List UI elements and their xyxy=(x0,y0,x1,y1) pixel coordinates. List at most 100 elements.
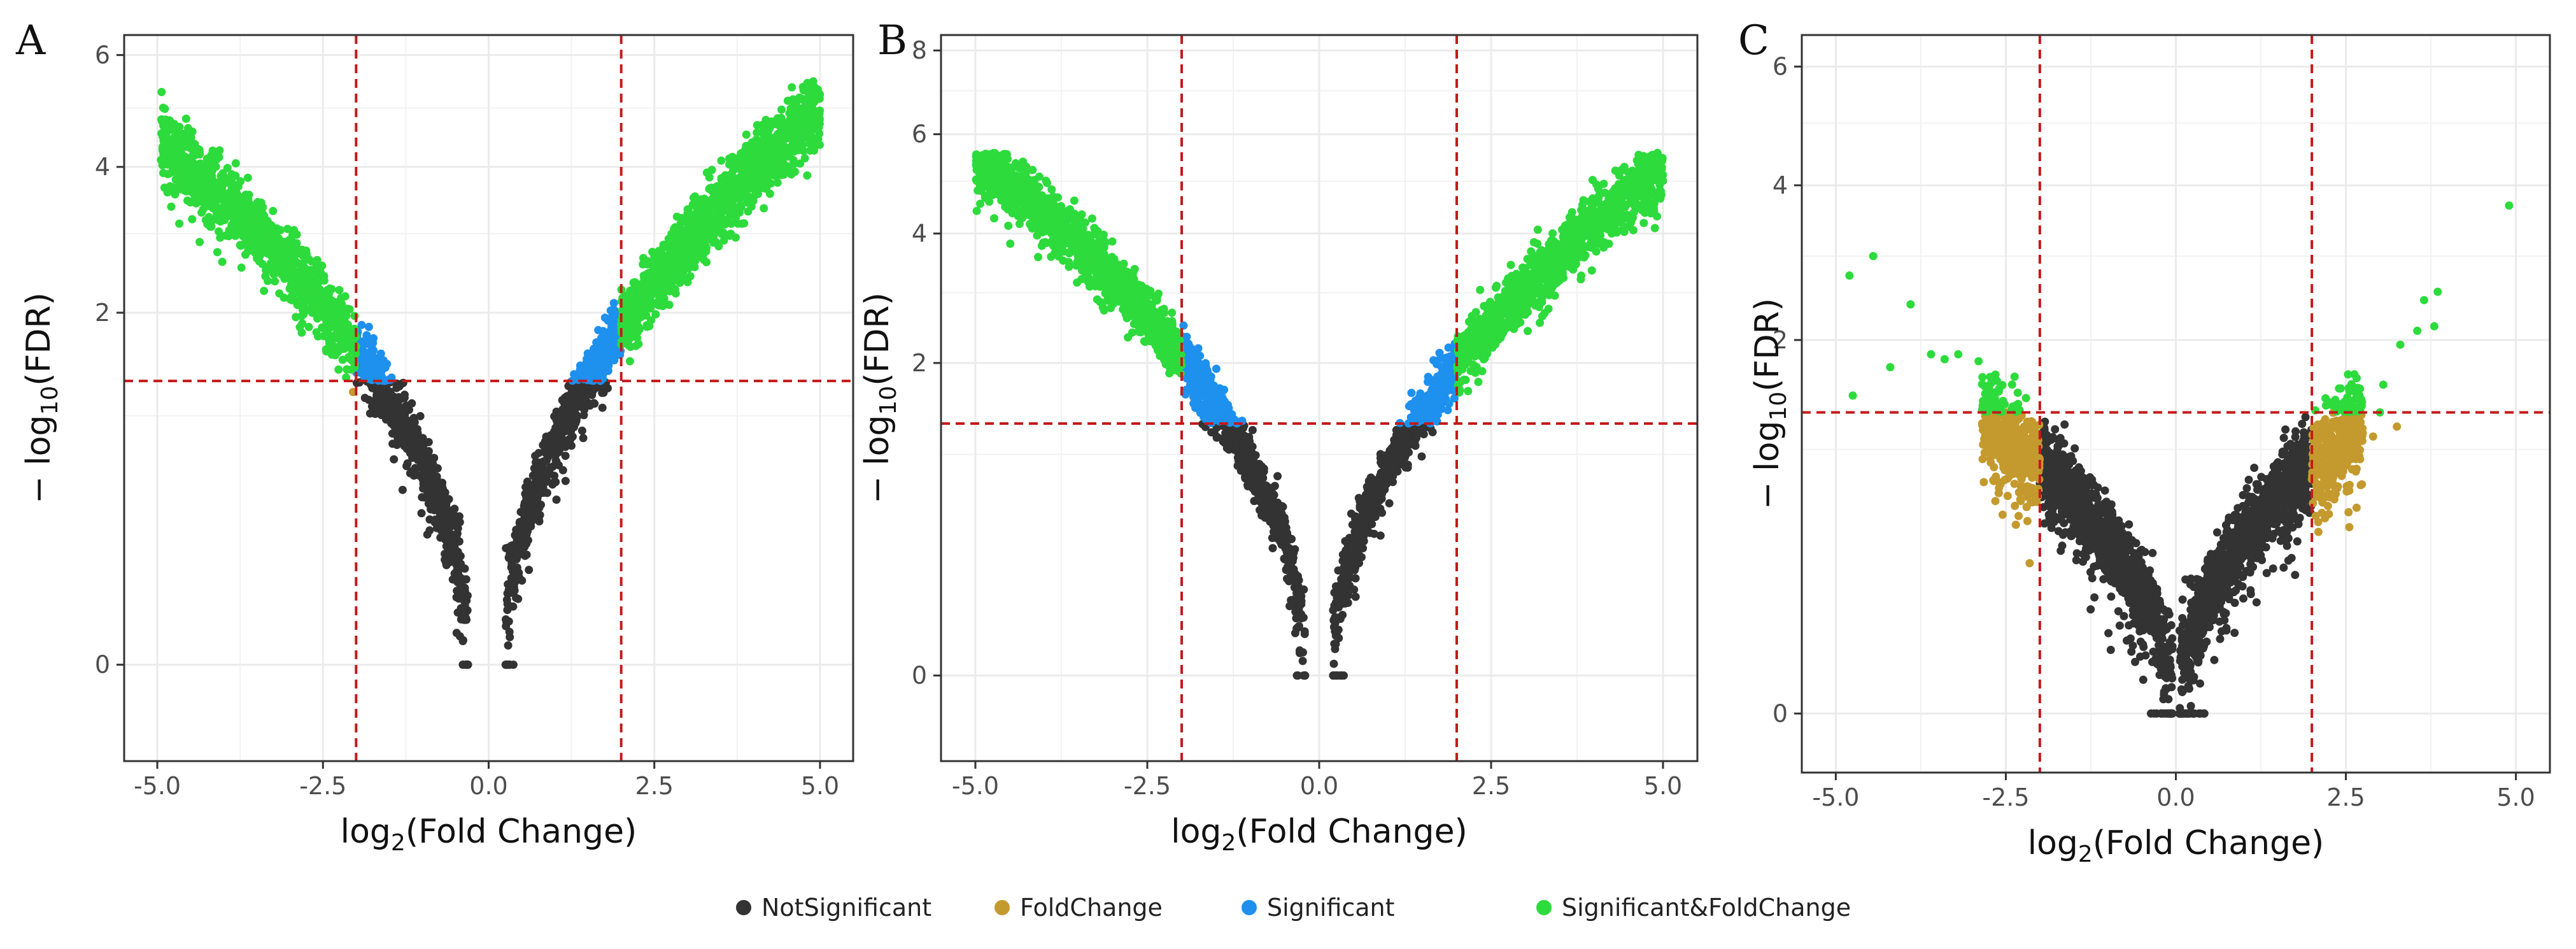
data-point xyxy=(211,184,220,192)
data-point xyxy=(1287,596,1295,604)
data-point xyxy=(334,366,343,374)
data-point xyxy=(1385,499,1394,508)
x-axis-label: log2(Fold Change) xyxy=(341,813,637,856)
data-point xyxy=(1294,605,1303,613)
data-point xyxy=(1245,446,1254,455)
data-point xyxy=(461,564,469,573)
data-point xyxy=(626,318,634,327)
data-point xyxy=(1358,502,1366,510)
data-point xyxy=(599,327,607,335)
data-point xyxy=(812,94,820,103)
data-point xyxy=(255,257,264,266)
data-point xyxy=(283,225,292,233)
data-point xyxy=(158,117,166,125)
data-point xyxy=(1352,593,1360,601)
data-point xyxy=(311,298,320,306)
data-point xyxy=(666,244,674,252)
data-point xyxy=(1348,548,1357,556)
data-point xyxy=(562,477,570,485)
data-point xyxy=(291,268,299,276)
data-point xyxy=(1370,530,1378,538)
data-point xyxy=(343,304,351,313)
data-point xyxy=(400,436,408,445)
data-point xyxy=(232,159,240,168)
data-point xyxy=(322,304,330,312)
data-point xyxy=(313,328,321,336)
data-point xyxy=(215,146,223,155)
data-point xyxy=(507,541,516,550)
data-point xyxy=(257,199,265,207)
data-point xyxy=(742,131,751,139)
data-point xyxy=(185,161,193,169)
data-point xyxy=(803,171,811,180)
data-point xyxy=(643,323,651,331)
data-point xyxy=(626,357,634,366)
data-point xyxy=(438,483,446,492)
data-point xyxy=(1200,385,1208,393)
data-point xyxy=(206,175,214,183)
data-point xyxy=(559,466,567,474)
data-point xyxy=(453,529,462,538)
data-point xyxy=(1236,434,1245,442)
data-point xyxy=(520,515,528,524)
data-point xyxy=(816,141,824,149)
data-point xyxy=(1191,373,1199,382)
data-point xyxy=(1279,520,1287,529)
data-point xyxy=(551,431,559,439)
data-point xyxy=(749,185,758,193)
data-point xyxy=(690,252,698,260)
data-point xyxy=(539,465,548,473)
data-point xyxy=(283,273,292,282)
data-point xyxy=(272,224,281,232)
data-point xyxy=(1287,535,1296,543)
x-tick-label: 0.0 xyxy=(469,772,507,800)
data-point xyxy=(271,277,279,285)
data-point xyxy=(289,251,297,259)
data-point xyxy=(173,149,181,157)
data-point xyxy=(300,266,308,274)
data-point xyxy=(739,162,747,170)
data-point xyxy=(502,622,510,631)
data-point xyxy=(684,205,693,213)
data-point xyxy=(597,366,605,374)
data-point xyxy=(365,370,374,378)
data-point xyxy=(1220,386,1228,394)
x-tick-label: 5.0 xyxy=(801,772,839,800)
y-tick-label: 4 xyxy=(95,153,110,181)
data-point xyxy=(520,543,528,551)
data-point xyxy=(675,229,683,238)
data-point xyxy=(298,246,306,254)
data-point xyxy=(704,203,712,211)
data-point xyxy=(300,299,308,307)
data-point xyxy=(510,578,518,586)
data-point xyxy=(504,641,513,650)
data-point xyxy=(188,215,196,224)
data-point xyxy=(507,586,516,594)
data-point xyxy=(457,615,465,624)
data-point xyxy=(575,392,583,400)
data-point xyxy=(455,512,464,520)
data-point xyxy=(1378,495,1386,503)
data-point xyxy=(335,286,343,294)
data-point xyxy=(442,561,451,569)
data-point xyxy=(232,189,241,197)
data-point xyxy=(1244,459,1252,467)
data-point xyxy=(215,194,223,202)
data-point xyxy=(379,358,388,366)
data-point xyxy=(1357,512,1366,520)
data-point xyxy=(635,325,644,334)
data-point xyxy=(733,175,742,183)
x-tick-label: 2.5 xyxy=(635,772,674,800)
data-point xyxy=(799,95,807,103)
data-point xyxy=(1285,550,1293,559)
data-point xyxy=(551,452,560,460)
data-point xyxy=(407,448,415,456)
data-point xyxy=(1210,429,1219,437)
data-point xyxy=(385,394,393,402)
data-point xyxy=(1368,503,1376,511)
data-point xyxy=(237,264,246,272)
data-point xyxy=(330,306,338,315)
data-point xyxy=(1260,491,1268,499)
data-point xyxy=(532,483,540,491)
